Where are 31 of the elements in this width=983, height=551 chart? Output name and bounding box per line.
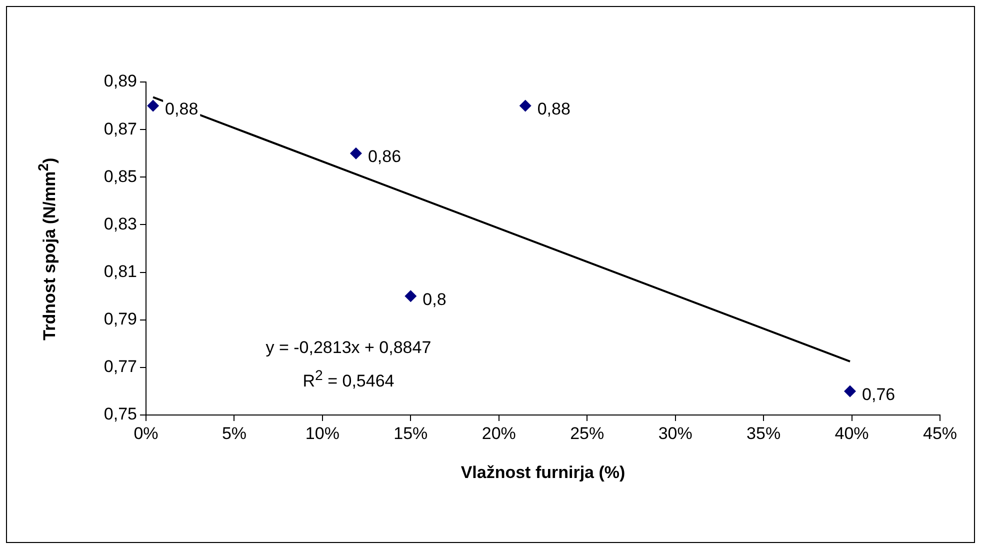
point [404,290,417,302]
x-tick-label: 10% [305,424,340,443]
x-tick-label: 0% [134,424,158,443]
y-tick-label: 0,79 [104,310,137,329]
y-tick-label: 0,83 [104,214,137,234]
x-tick-label: 15% [394,424,428,443]
annotation: R$^{2}$ = 0,5464 [302,368,394,392]
data-label: 0,86 [368,147,402,166]
y-tick-label: 0,87 [104,119,137,138]
y-tick-label: 0,89 [104,72,137,91]
x-axis-title: Vlažnost furnirja (%) [460,463,626,483]
point [519,100,532,112]
data-label: 0,76 [862,384,896,404]
point [147,100,160,112]
data-label: 0,88 [165,99,198,118]
data-label: 0,8 [422,290,446,309]
y-tick-label: 0,75 [104,404,137,424]
x-tick-label: 30% [658,424,692,443]
annotation: y = -0,2813x + 0,8847 [266,338,432,358]
y-tick-label: 0,81 [104,262,137,281]
point [350,147,362,160]
x-tick-label: 25% [570,424,604,443]
point [844,385,856,398]
x-tick-label: 5% [222,424,247,443]
data-label: 0,88 [537,99,570,118]
x-tick-label: 35% [746,424,781,443]
x-tick-label: 45% [922,424,958,443]
x-tick-label: 20% [482,424,516,443]
y-tick-label: 0,77 [104,357,137,376]
x-tick-label: 40% [834,424,869,443]
y-tick-label: 0,85 [104,166,137,186]
